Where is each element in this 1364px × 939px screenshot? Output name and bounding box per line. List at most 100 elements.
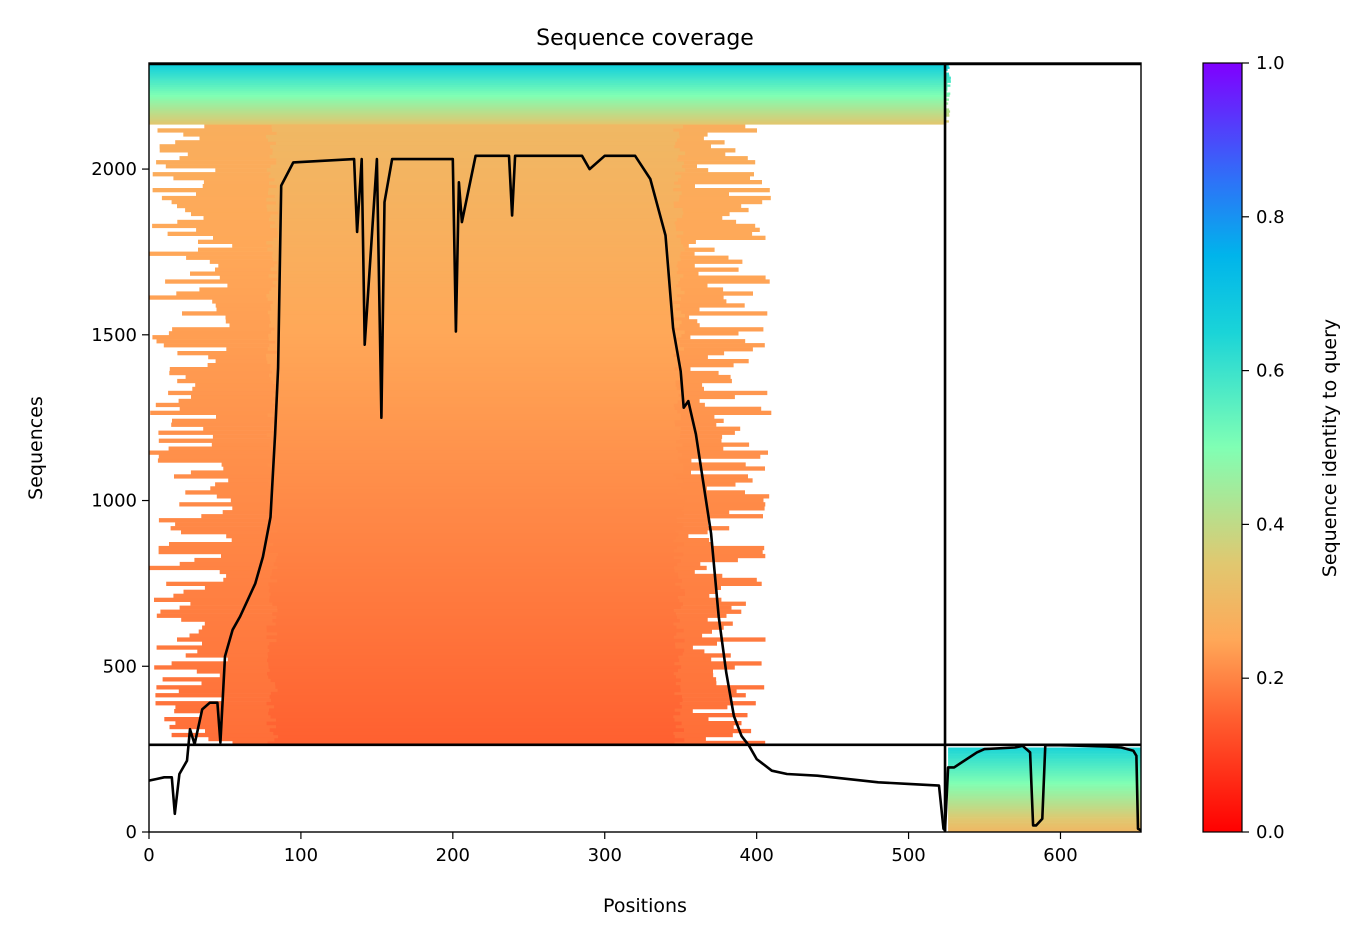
chain-1-core-row [274,738,685,742]
chain-1-core-row [276,615,677,620]
chain-1-high-identity-row [149,122,947,125]
chain-1-high-identity-row [149,78,951,81]
chain-1-high-identity-row [149,96,947,99]
chain-1-core-row [267,138,678,142]
chain-1-core-row [277,476,676,480]
y-axis-label: Sequences [25,396,47,500]
chain-1-high-identity-row [149,108,950,111]
plot-frame [148,62,1142,833]
chain-1-core-row [267,489,676,494]
chain-1-core-row [271,453,683,457]
chain-1-core-row [269,154,679,159]
chain-1-core-row [274,178,678,182]
chain-1-core-row [268,188,674,192]
chain-1-core-row [269,599,680,603]
chain-2-block-row [948,818,1141,821]
chain-1-core-row [276,158,678,162]
chain-2-block-row [948,810,1141,813]
chain-1-core-row [267,741,675,746]
chain-1-core-row [270,320,682,325]
chain-1-core-row [270,691,675,696]
chain-1-core-row [272,151,686,156]
colorbar-tick-label: 0.4 [1256,514,1285,535]
chain-1-core-row [270,304,680,308]
chain-1-core-row [269,373,683,378]
chain-1-core-row [266,294,677,298]
chain-1-core-row [268,483,679,487]
chain-1-core-row [268,662,675,666]
chain-1-core-row [269,181,675,185]
chain-1-core-row [267,207,683,212]
chain-1-core-row [272,456,678,460]
chain-2-block-row [948,830,1141,832]
chain-1-core-row [269,496,677,500]
chain-1-core-row [277,529,676,533]
chain-1-high-identity-row [149,106,945,109]
y-tick-label: 2000 [91,159,137,180]
chain-1-core-row [276,383,676,388]
chain-1-core-row [270,376,681,381]
chain-1-core-row [274,386,677,391]
chain-2-block-row [948,805,1141,808]
chain-1-core-row [272,618,680,623]
chain-1-high-identity-row [149,68,948,71]
y-axis: 0 500 1000 1500 2000 [91,159,149,843]
chain-1-core-row [271,330,685,335]
chain-1-core-row [274,264,677,268]
chain-1-core-row [272,569,675,573]
chain-1-core-row [278,211,684,215]
chain-1-core-row [268,217,677,222]
chain-1-core-row [267,463,683,467]
chain-1-core-row [266,204,674,209]
chain-1-core-row [270,715,674,719]
chain-1-high-identity-row [149,100,947,103]
chain-1-core-row [268,337,676,341]
chain-1-high-identity-row [149,110,951,113]
chain-1-core-row [268,589,685,593]
chain-1-core-row [272,602,683,606]
chain-1-core-row [278,734,675,739]
chain-1-core-row [266,197,679,202]
chain-1-core-row [277,565,674,570]
chain-1-core-row [275,559,681,563]
chain-1-core-row [270,363,682,368]
chain-1-core-row [274,705,682,709]
coverage-line [149,154,1141,832]
colorbar-tick-label: 0.6 [1256,361,1285,382]
chain-1-core-row [271,125,683,129]
chain-1-core-row [269,323,680,328]
chain-1-core-row [267,509,682,514]
chain-2-block-row [948,797,1141,800]
colorbar [1202,62,1243,833]
chain-1-core-row [269,708,675,712]
chain-1-core-row [277,270,677,275]
chain-2-block-row [948,827,1141,829]
chain-1-core-row [268,539,674,543]
chain-1-core-row [276,141,676,146]
chain-1-core-row [267,671,674,676]
chain-1-high-identity-row [149,88,948,91]
chain-1-core-row [271,572,678,577]
chain-1-core-row [276,724,676,729]
chain-1-core-row [271,423,676,427]
chain-1-core-row [273,410,678,414]
chain-1-high-identity-row [149,92,951,95]
chain-1-core-row [267,360,681,364]
chain-1-core-row [268,333,682,338]
chain-1-core-row [270,164,682,169]
chain-1-core-row [268,519,677,523]
chain-1-core-row [266,357,677,361]
chain-1-high-identity-row [149,118,946,121]
chain-1-core-row [277,605,681,610]
colorbar-ticks: 0.0 0.2 0.4 0.6 0.8 1.0 [1242,53,1285,843]
chain-1-core-row [269,668,678,673]
colorbar-tick-label: 0.0 [1256,822,1285,843]
colorbar-tick-label: 1.0 [1256,53,1285,74]
chain-1-core-row [267,297,681,301]
chain-2-block-row [948,828,1141,831]
chart-title: Sequence coverage [536,26,754,51]
chain-1-core-row [275,459,680,464]
chain-1-core-row [276,161,684,165]
chain-1-core-row [273,237,681,242]
chain-1-core-row [276,638,685,643]
